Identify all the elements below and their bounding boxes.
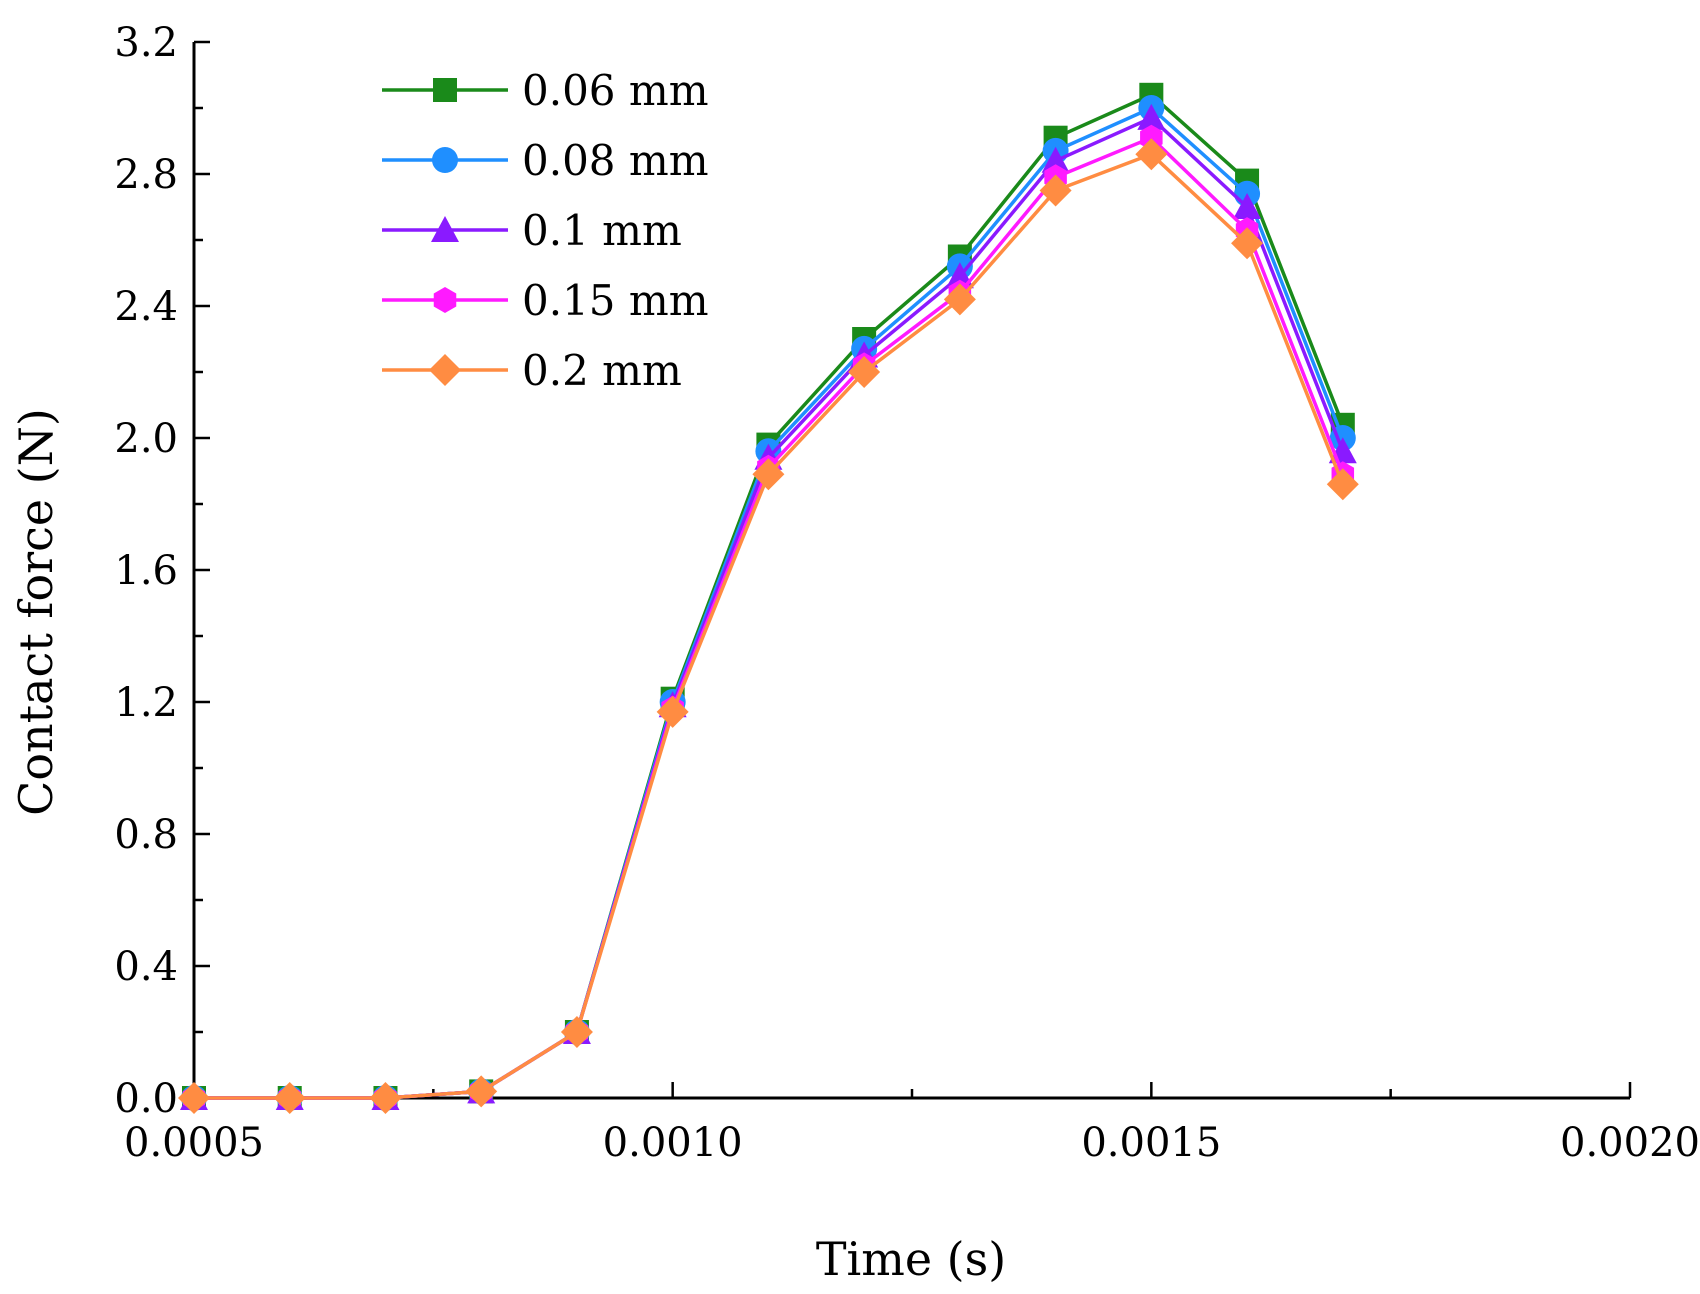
series-0-1-mm — [180, 103, 1357, 1110]
legend-marker — [433, 287, 457, 313]
data-point — [1231, 227, 1264, 260]
legend-item: 0.06 mm — [382, 66, 709, 115]
legend-marker — [429, 354, 461, 386]
series-0-06-mm — [182, 82, 1355, 1110]
series-0-2-mm — [178, 138, 1359, 1114]
data-point — [1233, 193, 1262, 219]
data-point — [560, 1016, 593, 1048]
data-point — [369, 1082, 402, 1114]
x-axis-label: Time (s) — [816, 1232, 1006, 1286]
data-point — [273, 1082, 306, 1114]
data-point — [465, 1075, 498, 1108]
x-tick-label: 0.0005 — [124, 1120, 264, 1166]
data-point — [178, 1082, 210, 1114]
legend: 0.06 mm 0.08 mm 0.1 mm 0.15 mm 0.2 mm — [382, 66, 709, 395]
x-tick-label: 0.0010 — [603, 1120, 743, 1166]
data-point — [1041, 146, 1070, 173]
data-point — [943, 283, 976, 316]
series-line — [194, 152, 1345, 1100]
data-point — [1137, 103, 1166, 130]
data-point — [656, 695, 689, 728]
y-tick-label: 0.8 — [114, 812, 178, 858]
y-tick-label: 2.4 — [114, 284, 178, 330]
y-tick-label: 3.2 — [114, 20, 178, 66]
legend-item: 0.2 mm — [382, 346, 682, 395]
x-tick-label: 0.0015 — [1081, 1120, 1221, 1166]
y-tick-label: 2.8 — [114, 152, 178, 198]
legend-label: 0.2 mm — [522, 346, 682, 395]
series-layer — [178, 82, 1359, 1114]
y-tick-label: 1.6 — [114, 548, 178, 594]
y-tick-label: 2.0 — [114, 416, 178, 462]
series-0-15-mm — [182, 124, 1355, 1111]
legend-label: 0.08 mm — [522, 136, 709, 185]
series-line — [194, 93, 1345, 1100]
y-tick-label: 0.0 — [114, 1076, 178, 1122]
series-line — [194, 106, 1345, 1100]
legend-item: 0.15 mm — [382, 276, 709, 325]
data-point — [1326, 468, 1359, 501]
series-line — [194, 116, 1345, 1100]
ticks: 0.0 0.4 0.8 1.2 1.6 2.0 2.4 2.8 3.2 0.0005 0.0010 0… — [114, 20, 1700, 1166]
legend-label: 0.15 mm — [522, 276, 709, 325]
legend-label: 0.06 mm — [522, 66, 709, 115]
legend-marker — [432, 147, 458, 173]
legend-marker — [433, 78, 457, 102]
legend-label: 0.1 mm — [522, 206, 682, 255]
data-point — [752, 458, 785, 491]
legend-item: 0.08 mm — [382, 136, 709, 185]
data-point — [1039, 174, 1072, 207]
y-tick-label: 1.2 — [114, 680, 178, 726]
legend-item: 0.1 mm — [382, 206, 682, 255]
x-tick-label: 0.0020 — [1560, 1120, 1700, 1166]
series-line — [194, 135, 1345, 1100]
data-point — [848, 356, 881, 388]
series-0-08-mm — [181, 95, 1356, 1111]
y-axis-label: Contact force (N) — [9, 408, 63, 816]
data-point — [1135, 138, 1168, 171]
y-tick-label: 0.4 — [114, 944, 178, 990]
axes — [192, 42, 1630, 1100]
legend-marker — [431, 216, 459, 242]
